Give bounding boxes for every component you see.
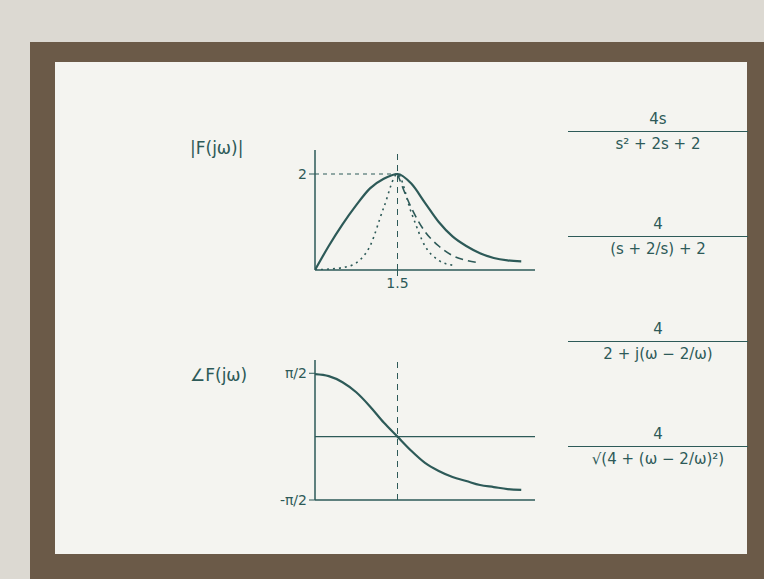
svg-text:-π/2: -π/2	[280, 492, 307, 508]
svg-text:2: 2	[298, 166, 307, 182]
html-text:√(4 + (ω − 2/ω)²): √(4 + (ω − 2/ω)²)	[591, 450, 725, 468]
html-text:(s + 2/s) + 2: (s + 2/s) + 2	[610, 240, 706, 258]
html-text:s² + 2s + 2: s² + 2s + 2	[615, 135, 701, 153]
html-text:4: 4	[653, 425, 663, 443]
html-text:|F(jω)|: |F(jω)|	[190, 138, 244, 158]
html-text:4: 4	[653, 215, 663, 233]
html-text:∠F(jω): ∠F(jω)	[190, 365, 248, 385]
html-text:4s: 4s	[649, 110, 667, 128]
html-text:2 + j(ω − 2/ω): 2 + j(ω − 2/ω)	[603, 345, 713, 363]
html-text:4: 4	[653, 320, 663, 338]
svg-text:π/2: π/2	[285, 365, 307, 381]
svg-text:1.5: 1.5	[386, 275, 408, 291]
